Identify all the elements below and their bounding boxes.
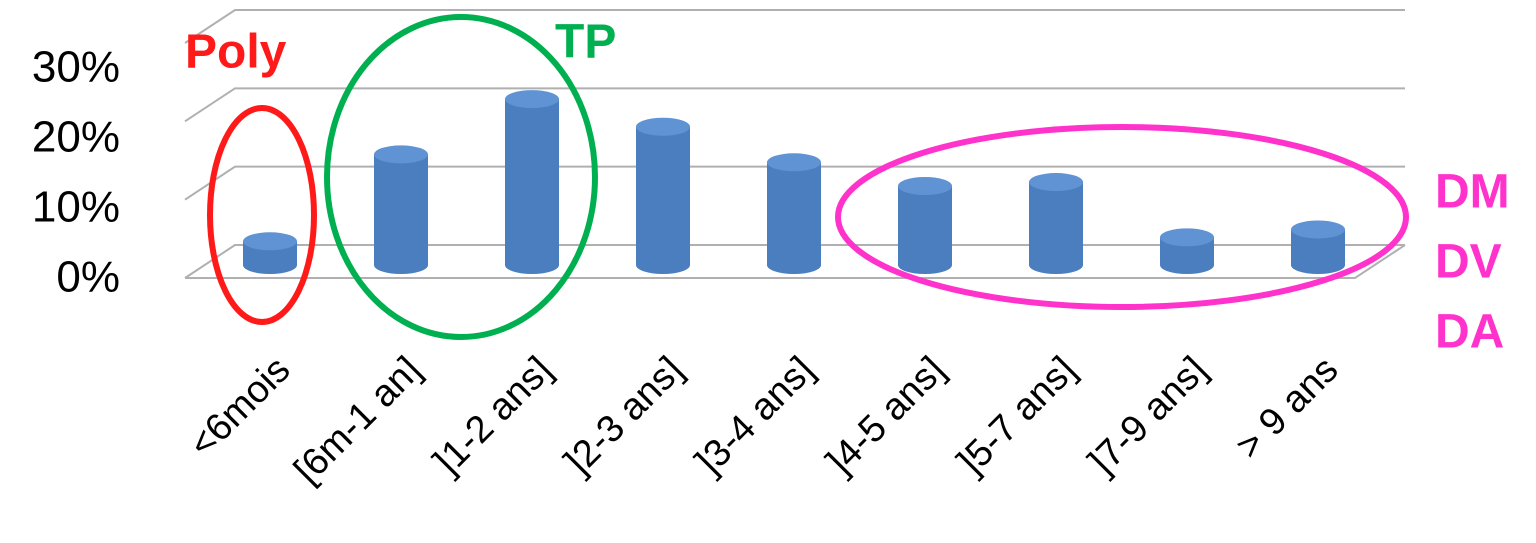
annotation: DA [1435, 306, 1504, 359]
floor [185, 244, 1406, 279]
grid-line [184, 9, 1405, 44]
x-tick-label: [6m-1 an] [286, 349, 429, 492]
annotation: TP [555, 16, 616, 69]
x-tick-label: ]7-9 ans] [1081, 349, 1215, 483]
bar-top [1160, 228, 1214, 247]
ellipse-tp [324, 14, 598, 340]
grid-line [184, 165, 1405, 201]
bar-top [1291, 220, 1345, 239]
grid-line [184, 87, 1405, 123]
bar-top [505, 90, 559, 109]
highlight-ellipses [207, 14, 1409, 340]
y-tick-label: 20% [32, 113, 120, 162]
y-tick-label: 10% [32, 183, 120, 232]
bar-body [374, 154, 428, 274]
y-tick-label: 0% [56, 253, 120, 302]
bar-body [1160, 237, 1214, 274]
bar-body [898, 186, 952, 274]
grid-line [184, 244, 1405, 279]
bar-top [898, 177, 952, 195]
bar-top [636, 117, 690, 136]
bar-top [1029, 173, 1083, 192]
x-tick-label: ]2-3 ans] [557, 349, 691, 483]
x-tick-label: ]5-7 ans] [950, 349, 1084, 483]
ellipse-late [835, 124, 1409, 310]
ellipse-poly [207, 105, 317, 325]
bar-body [1291, 229, 1345, 274]
x-tick-label: ]1-2 ans] [426, 349, 560, 483]
x-tick-label: ]4-5 ans] [819, 349, 953, 483]
bar-body [505, 99, 559, 274]
bar-top [374, 145, 428, 164]
annotation: DV [1435, 236, 1502, 289]
bar-body [1029, 182, 1083, 274]
x-tick-label: > 9 ans [1228, 349, 1347, 468]
bar-body [636, 126, 690, 274]
bar-body [767, 162, 821, 274]
x-tick-label: ]3-4 ans] [688, 349, 822, 483]
x-tick-label: <6mois [181, 349, 298, 466]
bar-top [767, 153, 821, 172]
y-tick-label: 30% [32, 43, 120, 92]
bar-body [243, 241, 297, 274]
annotation: Poly [185, 26, 287, 79]
bar-top [243, 232, 297, 251]
annotation: DM [1435, 166, 1510, 219]
